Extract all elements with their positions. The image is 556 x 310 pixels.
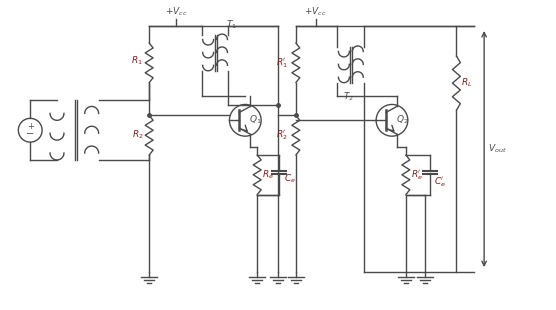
- Text: $R_2$: $R_2$: [132, 129, 143, 141]
- Text: $R_1'$: $R_1'$: [276, 56, 288, 70]
- Text: $R_1$: $R_1$: [131, 55, 143, 67]
- Text: $V_{out}$: $V_{out}$: [488, 143, 507, 155]
- Text: $C_e$: $C_e$: [284, 173, 296, 185]
- Text: $Q_1$: $Q_1$: [249, 113, 262, 126]
- Text: $R_e$: $R_e$: [262, 169, 274, 181]
- Text: +: +: [27, 122, 34, 131]
- Text: $+V_{cc}$: $+V_{cc}$: [165, 6, 187, 18]
- Text: $Q_2$: $Q_2$: [396, 113, 409, 126]
- Text: $T_1$: $T_1$: [226, 19, 237, 31]
- Text: $+V_{cc}$: $+V_{cc}$: [304, 6, 327, 18]
- Text: $R_2'$: $R_2'$: [276, 128, 288, 142]
- Text: −: −: [26, 129, 34, 139]
- Text: $R_e'$: $R_e'$: [411, 168, 423, 182]
- Text: $T_2$: $T_2$: [343, 91, 354, 103]
- Text: $R_L$: $R_L$: [461, 77, 473, 89]
- Text: $C_e'$: $C_e'$: [434, 176, 445, 189]
